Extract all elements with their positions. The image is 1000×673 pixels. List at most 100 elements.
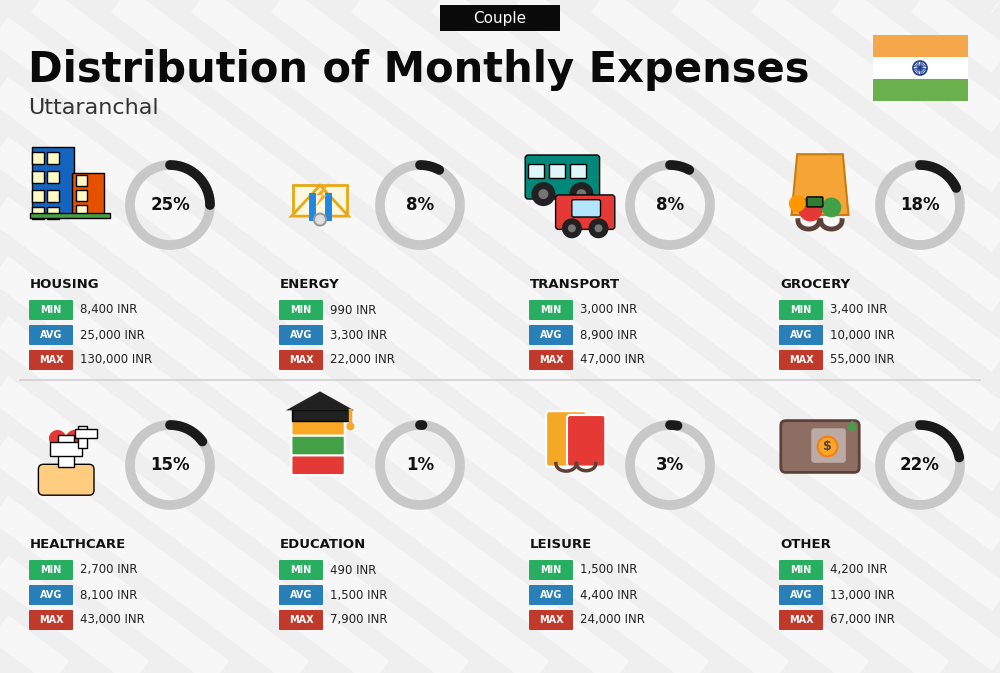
Text: 8,100 INR: 8,100 INR	[80, 588, 137, 602]
Text: 4,200 INR: 4,200 INR	[830, 563, 888, 577]
FancyBboxPatch shape	[549, 164, 565, 178]
FancyBboxPatch shape	[29, 585, 73, 605]
FancyBboxPatch shape	[279, 350, 323, 370]
Text: 22,000 INR: 22,000 INR	[330, 353, 395, 367]
Text: 15%: 15%	[150, 456, 190, 474]
FancyBboxPatch shape	[58, 435, 74, 467]
FancyBboxPatch shape	[779, 300, 823, 320]
Polygon shape	[316, 182, 329, 195]
Text: EDUCATION: EDUCATION	[280, 538, 366, 551]
FancyBboxPatch shape	[38, 464, 94, 495]
Text: 25,000 INR: 25,000 INR	[80, 328, 145, 341]
Text: AVG: AVG	[540, 590, 562, 600]
Text: LEISURE: LEISURE	[530, 538, 592, 551]
Circle shape	[798, 197, 823, 221]
Text: 4,400 INR: 4,400 INR	[580, 588, 638, 602]
Text: Distribution of Monthly Expenses: Distribution of Monthly Expenses	[28, 49, 810, 91]
FancyBboxPatch shape	[32, 207, 44, 219]
FancyBboxPatch shape	[779, 560, 823, 580]
Circle shape	[789, 195, 806, 212]
FancyBboxPatch shape	[279, 300, 323, 320]
Text: 22%: 22%	[900, 456, 940, 474]
FancyBboxPatch shape	[872, 57, 968, 79]
Circle shape	[538, 189, 548, 199]
FancyBboxPatch shape	[570, 164, 586, 178]
FancyBboxPatch shape	[529, 585, 573, 605]
Circle shape	[531, 182, 555, 206]
FancyBboxPatch shape	[78, 425, 87, 448]
Text: 1,500 INR: 1,500 INR	[330, 588, 387, 602]
FancyBboxPatch shape	[47, 152, 59, 164]
Text: MIN: MIN	[290, 305, 312, 315]
FancyBboxPatch shape	[32, 147, 74, 217]
Text: MAX: MAX	[539, 615, 563, 625]
Text: OTHER: OTHER	[780, 538, 831, 551]
FancyBboxPatch shape	[76, 175, 87, 186]
FancyBboxPatch shape	[279, 610, 323, 630]
Text: 13,000 INR: 13,000 INR	[830, 588, 895, 602]
Text: 43,000 INR: 43,000 INR	[80, 614, 145, 627]
FancyBboxPatch shape	[872, 79, 968, 101]
FancyBboxPatch shape	[528, 164, 544, 178]
Text: 1%: 1%	[406, 456, 434, 474]
FancyBboxPatch shape	[807, 197, 823, 207]
Text: 3,300 INR: 3,300 INR	[330, 328, 387, 341]
Text: 8%: 8%	[406, 196, 434, 214]
Circle shape	[822, 197, 841, 217]
Text: HEALTHCARE: HEALTHCARE	[30, 538, 126, 551]
FancyBboxPatch shape	[556, 195, 615, 229]
FancyBboxPatch shape	[291, 455, 345, 475]
Circle shape	[346, 423, 354, 430]
FancyBboxPatch shape	[525, 155, 600, 199]
Text: Uttaranchal: Uttaranchal	[28, 98, 159, 118]
Circle shape	[562, 218, 582, 238]
Text: 55,000 INR: 55,000 INR	[830, 353, 895, 367]
Text: AVG: AVG	[790, 590, 812, 600]
Text: AVG: AVG	[290, 590, 312, 600]
Polygon shape	[792, 154, 848, 215]
Text: MIN: MIN	[40, 305, 62, 315]
Text: 490 INR: 490 INR	[330, 563, 376, 577]
FancyBboxPatch shape	[779, 350, 823, 370]
Polygon shape	[286, 392, 354, 411]
FancyBboxPatch shape	[32, 190, 44, 202]
Text: 8%: 8%	[656, 196, 684, 214]
FancyBboxPatch shape	[279, 585, 323, 605]
Text: MAX: MAX	[289, 615, 313, 625]
Text: MAX: MAX	[39, 355, 63, 365]
FancyBboxPatch shape	[50, 441, 82, 456]
Text: AVG: AVG	[790, 330, 812, 340]
Text: 2,700 INR: 2,700 INR	[80, 563, 138, 577]
Text: $: $	[823, 440, 832, 453]
FancyBboxPatch shape	[292, 411, 349, 421]
FancyBboxPatch shape	[291, 435, 345, 456]
Text: 47,000 INR: 47,000 INR	[580, 353, 645, 367]
Polygon shape	[292, 185, 349, 216]
FancyBboxPatch shape	[75, 429, 97, 438]
Text: 18%: 18%	[900, 196, 940, 214]
Text: 24,000 INR: 24,000 INR	[580, 614, 645, 627]
FancyBboxPatch shape	[47, 171, 59, 183]
FancyBboxPatch shape	[779, 585, 823, 605]
Text: MIN: MIN	[540, 565, 562, 575]
FancyBboxPatch shape	[529, 560, 573, 580]
FancyBboxPatch shape	[29, 610, 73, 630]
FancyBboxPatch shape	[29, 560, 73, 580]
FancyBboxPatch shape	[529, 350, 573, 370]
FancyBboxPatch shape	[279, 325, 323, 345]
FancyBboxPatch shape	[779, 325, 823, 345]
Circle shape	[588, 218, 608, 238]
Circle shape	[818, 437, 837, 456]
Text: AVG: AVG	[40, 330, 62, 340]
Text: AVG: AVG	[290, 330, 312, 340]
Text: HOUSING: HOUSING	[30, 279, 100, 291]
Text: 7,900 INR: 7,900 INR	[330, 614, 388, 627]
FancyBboxPatch shape	[32, 152, 44, 164]
Text: 3,400 INR: 3,400 INR	[830, 304, 887, 316]
Text: ENERGY: ENERGY	[280, 279, 340, 291]
Text: MIN: MIN	[790, 565, 812, 575]
Text: MIN: MIN	[40, 565, 62, 575]
FancyBboxPatch shape	[32, 171, 44, 183]
Text: 130,000 INR: 130,000 INR	[80, 353, 152, 367]
Circle shape	[314, 213, 326, 225]
